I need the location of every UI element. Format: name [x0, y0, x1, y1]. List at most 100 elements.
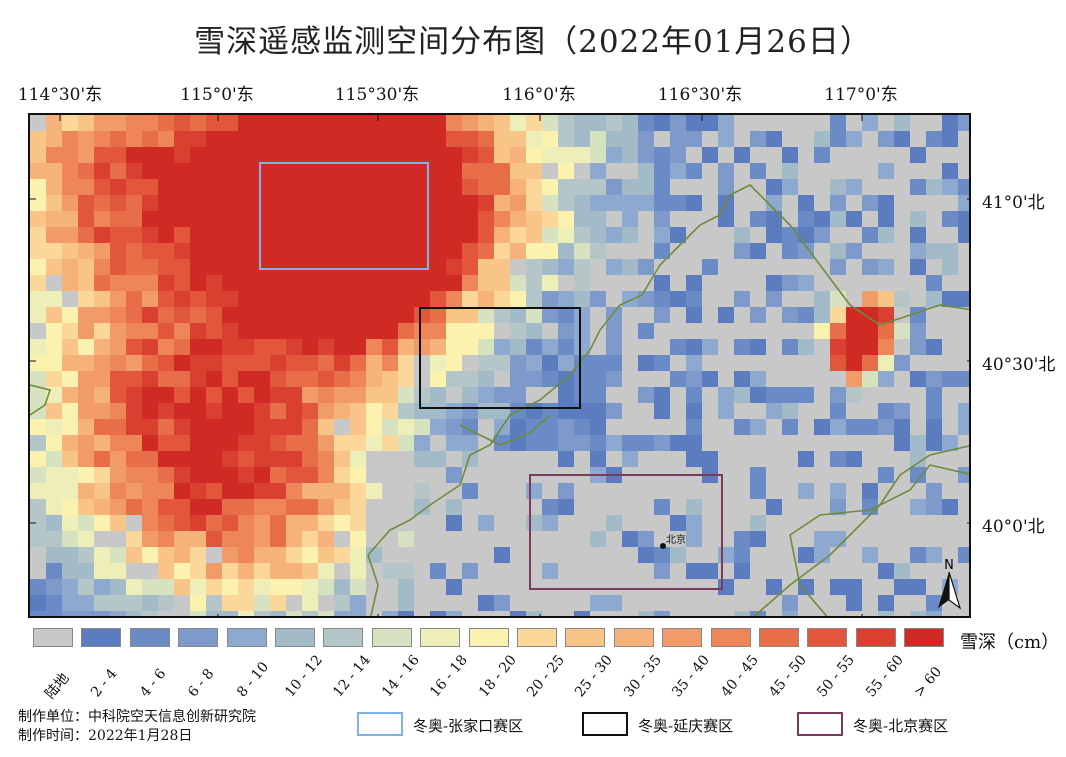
- snow-cell: [606, 131, 622, 147]
- snow-cell: [734, 227, 750, 243]
- snow-cell: [46, 131, 62, 147]
- snow-cell: [574, 131, 590, 147]
- snow-cell: [718, 115, 734, 131]
- snow-depth-map[interactable]: [28, 113, 971, 618]
- snow-cell: [686, 163, 702, 179]
- snow-cell: [542, 403, 558, 419]
- snow-cell: [622, 227, 638, 243]
- snow-cell: [926, 323, 942, 339]
- snow-cell: [654, 195, 670, 211]
- snow-cell: [174, 467, 190, 483]
- snow-cell: [910, 115, 926, 131]
- snow-cell: [590, 515, 606, 531]
- snow-cell: [142, 147, 158, 163]
- snow-cell: [798, 403, 814, 419]
- snow-cell: [94, 547, 110, 563]
- snow-cell: [910, 259, 926, 275]
- snow-cell: [670, 499, 686, 515]
- snow-cell: [606, 547, 622, 563]
- snow-cell: [382, 195, 398, 211]
- snow-cell: [78, 483, 94, 499]
- snow-cell: [446, 195, 462, 211]
- snow-cell: [302, 483, 318, 499]
- snow-cell: [430, 275, 446, 291]
- snow-cell: [686, 323, 702, 339]
- snow-cell: [718, 323, 734, 339]
- snow-cell: [302, 451, 318, 467]
- snow-cell: [174, 547, 190, 563]
- snow-cell: [270, 243, 286, 259]
- snow-cell: [190, 307, 206, 323]
- snow-cell: [734, 467, 750, 483]
- snow-cell: [222, 243, 238, 259]
- snow-cell: [78, 355, 94, 371]
- snow-cell: [718, 355, 734, 371]
- snow-cell: [830, 483, 846, 499]
- snow-cell: [270, 499, 286, 515]
- snow-cell: [734, 115, 750, 131]
- snow-cell: [78, 323, 94, 339]
- snow-cell: [830, 371, 846, 387]
- snow-cell: [638, 131, 654, 147]
- beijing-location-label: 北京: [666, 535, 686, 546]
- snow-cell: [830, 259, 846, 275]
- snow-cell: [30, 387, 46, 403]
- snow-cell: [734, 163, 750, 179]
- snow-cell: [78, 291, 94, 307]
- snow-cell: [446, 323, 462, 339]
- snow-cell: [542, 419, 558, 435]
- snow-cell: [382, 323, 398, 339]
- snow-cell: [302, 307, 318, 323]
- snow-cell: [446, 419, 462, 435]
- map-title: 雪深遥感监测空间分布图（2022年01月26日）: [194, 24, 872, 60]
- snow-cell: [574, 579, 590, 595]
- snow-cell: [814, 243, 830, 259]
- snow-cell: [862, 131, 878, 147]
- snow-cell: [62, 547, 78, 563]
- snow-cell: [398, 307, 414, 323]
- snow-cell: [862, 419, 878, 435]
- snow-cell: [190, 595, 206, 611]
- snow-cell: [222, 595, 238, 611]
- snow-cell: [846, 179, 862, 195]
- snow-cell: [510, 355, 526, 371]
- snow-cell: [382, 595, 398, 611]
- border-hebei-beijing-north: [367, 184, 969, 616]
- snow-cell: [846, 195, 862, 211]
- snow-cell: [302, 403, 318, 419]
- snow-cell: [558, 419, 574, 435]
- snow-cell: [30, 499, 46, 515]
- snow-cell: [830, 291, 846, 307]
- snow-cell: [78, 611, 94, 616]
- snow-cell: [574, 403, 590, 419]
- snow-cell: [574, 259, 590, 275]
- snow-cell: [446, 499, 462, 515]
- snow-cell: [702, 435, 718, 451]
- snow-cell: [766, 451, 782, 467]
- snow-cell: [430, 499, 446, 515]
- snow-cell: [734, 131, 750, 147]
- snow-cell: [766, 435, 782, 451]
- snow-cell: [830, 355, 846, 371]
- snow-cell: [798, 147, 814, 163]
- snow-cell: [846, 275, 862, 291]
- snow-cell: [430, 547, 446, 563]
- snow-cell: [94, 323, 110, 339]
- snow-cell: [174, 595, 190, 611]
- lon-label-115-0: 115°0'东: [180, 85, 254, 105]
- snow-cell: [942, 371, 958, 387]
- snow-cell: [686, 115, 702, 131]
- snow-cell: [446, 227, 462, 243]
- snow-cell: [286, 131, 302, 147]
- snow-cell: [94, 563, 110, 579]
- legend-swatch: [517, 628, 557, 647]
- snow-cell: [878, 259, 894, 275]
- snow-cell: [526, 339, 542, 355]
- snow-cell: [526, 435, 542, 451]
- snow-cell: [526, 259, 542, 275]
- snow-cell: [414, 211, 430, 227]
- snow-cell: [670, 131, 686, 147]
- snow-cell: [718, 179, 734, 195]
- snow-cell: [590, 307, 606, 323]
- snow-cell: [222, 147, 238, 163]
